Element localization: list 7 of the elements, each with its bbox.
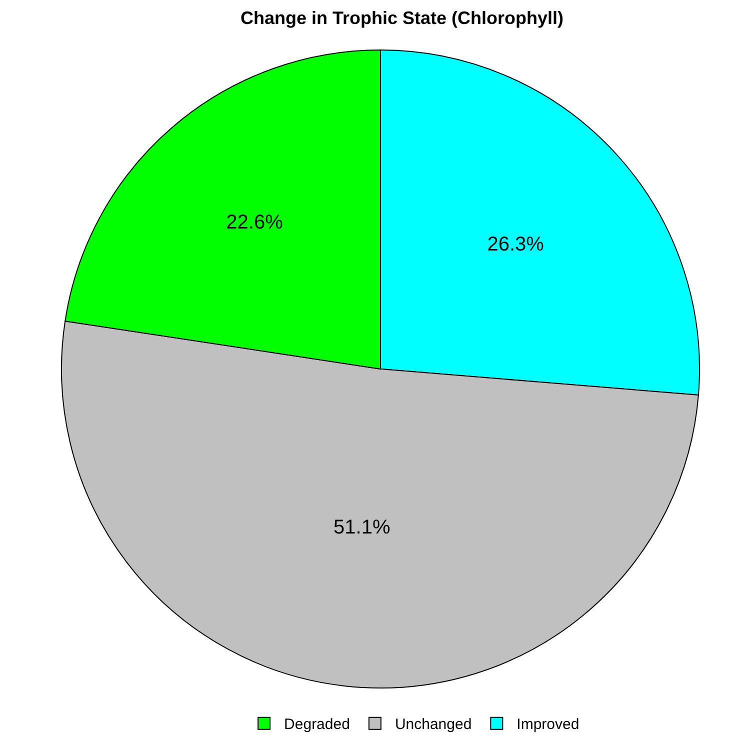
data-label: 22.6% <box>226 212 284 234</box>
chart-title: Change in Trophic State (Chlorophyll) <box>240 8 564 28</box>
data-label: 51.1% <box>334 516 390 538</box>
data-label: 26.3% <box>487 233 544 256</box>
legend-label: Unchanged <box>394 716 472 734</box>
legend-label: Improved <box>516 716 580 734</box>
legend-label: Degraded <box>284 716 350 734</box>
